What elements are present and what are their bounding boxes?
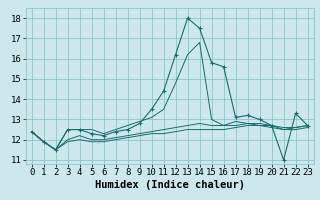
- X-axis label: Humidex (Indice chaleur): Humidex (Indice chaleur): [95, 180, 244, 190]
